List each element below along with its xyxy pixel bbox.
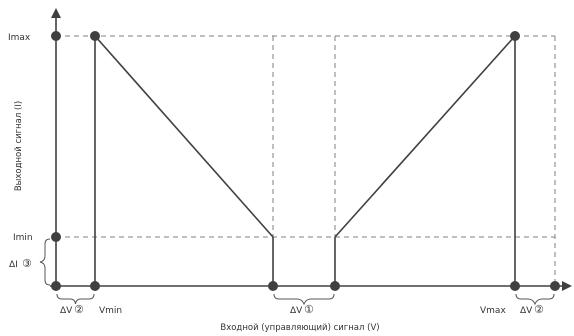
dv1-brace bbox=[273, 293, 335, 306]
imin-axis-point bbox=[51, 232, 61, 242]
vmax-label: Vmax bbox=[480, 306, 506, 316]
dv1-left-point bbox=[268, 281, 278, 291]
x-axis-label: Входной (управляющий) сигнал (V) bbox=[220, 323, 379, 333]
di-brace bbox=[39, 238, 51, 286]
origin-point bbox=[51, 281, 61, 291]
dv2-right-brace bbox=[515, 293, 555, 306]
peak-right-point bbox=[510, 31, 520, 41]
signal-curve bbox=[94, 35, 516, 286]
marker-three: ③ bbox=[22, 257, 32, 270]
dv1-right-point bbox=[330, 281, 340, 291]
vmin-point bbox=[90, 281, 100, 291]
delta-i-label: ΔI bbox=[9, 260, 18, 270]
vmin-label: Vmin bbox=[99, 306, 122, 316]
marker-one: ① bbox=[304, 303, 314, 316]
vmax-point bbox=[510, 281, 520, 291]
marker-two-right: ② bbox=[534, 303, 544, 316]
delta-v-right-label: ΔV bbox=[520, 306, 533, 316]
delta-v-center-label: ΔV bbox=[290, 306, 303, 316]
imin-label: Imin bbox=[13, 233, 33, 243]
imax-label: Imax bbox=[8, 33, 31, 43]
right-end-point bbox=[550, 281, 560, 291]
marker-two-left: ② bbox=[74, 303, 84, 316]
curve-falling-slope bbox=[94, 35, 274, 238]
imax-axis-point bbox=[51, 31, 61, 41]
braces bbox=[39, 238, 555, 306]
curve-rising-slope bbox=[334, 35, 516, 238]
delta-v-left-label: ΔV bbox=[60, 306, 73, 316]
points bbox=[51, 31, 560, 291]
y-axis-label: Выходной сигнал (I) bbox=[14, 101, 24, 191]
dv2-left-brace bbox=[56, 293, 95, 305]
peak-left-point bbox=[90, 31, 100, 41]
